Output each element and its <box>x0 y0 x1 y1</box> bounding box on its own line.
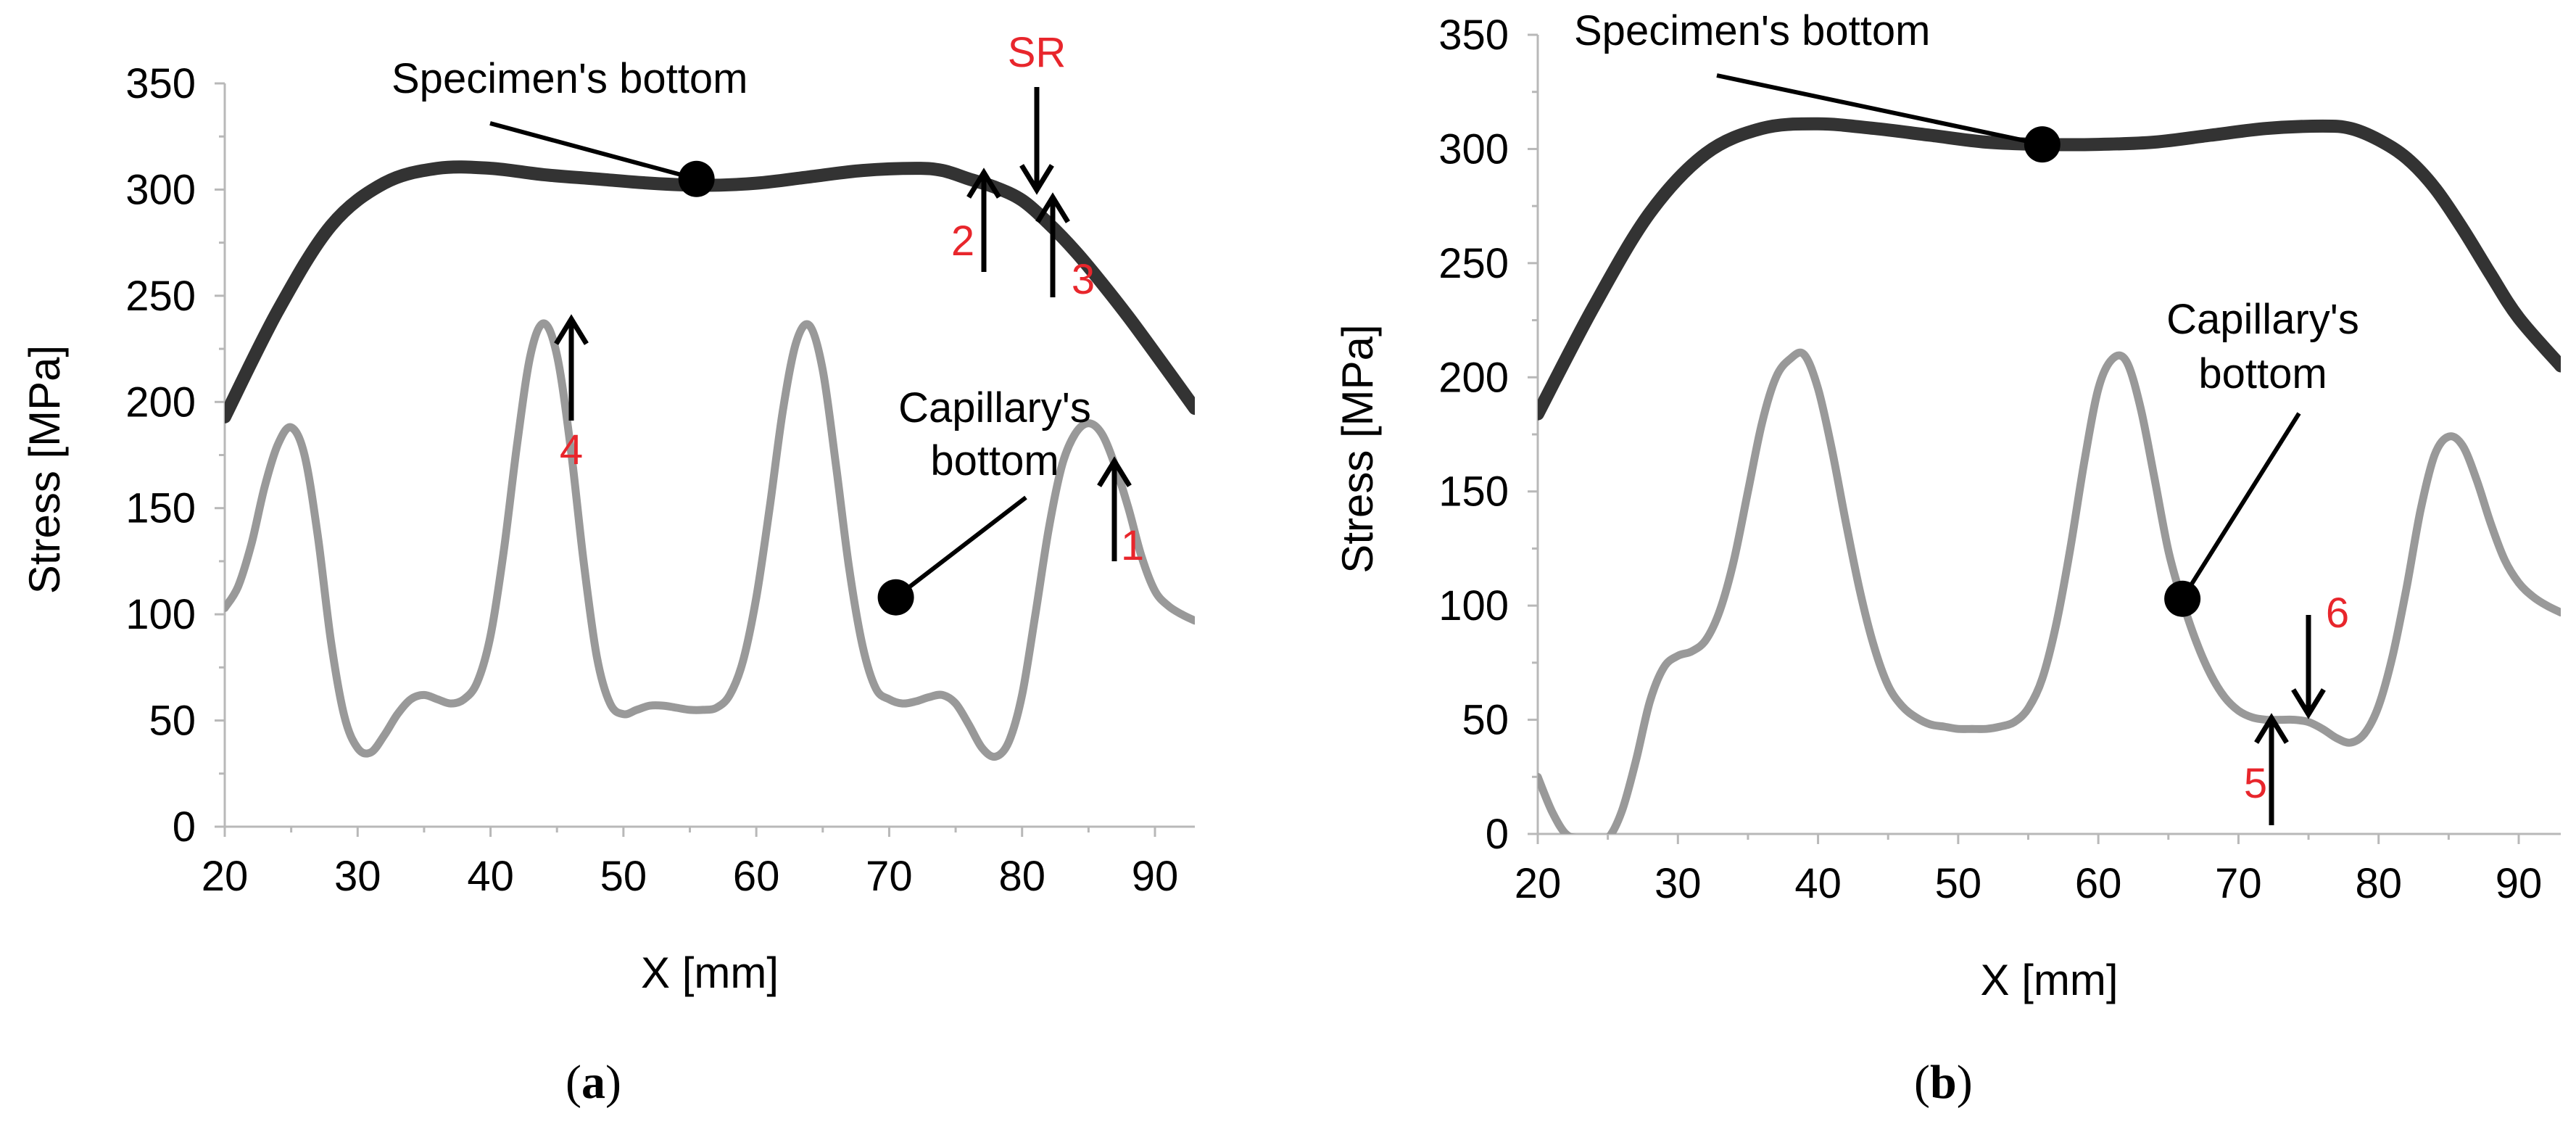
x-tick-label: 90 <box>2496 860 2543 907</box>
x-tick-label: 60 <box>2075 860 2122 907</box>
y-tick-label: 50 <box>1462 697 1509 744</box>
y-tick-label: 200 <box>1438 354 1509 401</box>
x-tick-label: 20 <box>202 853 249 900</box>
series-group <box>225 160 1195 761</box>
y-axis-title: Stress [MPa] <box>20 345 69 594</box>
annotation-arrow-head <box>966 168 1001 199</box>
annotation-label-2: 2 <box>951 218 974 265</box>
annotation-label-4: 4 <box>560 426 583 474</box>
annotation-label: bottom <box>2198 350 2327 397</box>
x-tick-label: 20 <box>1515 860 1562 907</box>
annotation-arrow-head <box>2254 713 2289 744</box>
annotation-dot <box>2164 580 2201 617</box>
chart-panel-b: 0 50 100 150 200 250 300 350 20 30 40 50 60 70 80 90 X [… <box>1288 0 2576 1124</box>
series-line-specimen-bottom <box>225 160 1195 423</box>
annotation-label-3: 3 <box>1072 256 1095 303</box>
y-tick-label: 200 <box>125 379 196 426</box>
x-axis-title: X [mm] <box>641 949 779 997</box>
y-tick-label: 250 <box>1438 240 1509 287</box>
y-tick-label: 0 <box>173 803 196 851</box>
y-axis-title: Stress [MPa] <box>1333 324 1382 573</box>
panel-label-b: (b) <box>1914 1056 1973 1109</box>
panel-label-a: (a) <box>566 1056 621 1109</box>
y-tick-label: 100 <box>125 591 196 638</box>
y-tick-label: 300 <box>1438 125 1509 173</box>
annotation-label-sr: SR <box>1008 29 1067 76</box>
y-tick-label: 300 <box>125 166 196 213</box>
annotation-arrow-head <box>1019 164 1054 195</box>
axes: 0 50 100 150 200 250 300 350 20 30 40 50 60 70 80 90 X [… <box>20 60 1195 997</box>
y-tick-label: 0 <box>1486 811 1509 858</box>
annotations: Specimen's bottom Capillary's bottom SR 1 2 3 4 <box>392 29 1144 616</box>
annotation-arrow-head <box>1035 192 1070 223</box>
chart-b-svg: 0 50 100 150 200 250 300 350 20 30 40 50 60 70 80 90 X [… <box>1333 7 2561 1004</box>
annotation-label-1: 1 <box>1121 522 1144 569</box>
y-tick-label: 350 <box>125 60 196 107</box>
annotation-label: Specimen's bottom <box>1574 7 1930 54</box>
annotation-dot <box>877 579 914 616</box>
series-line-capillary-bottom <box>225 319 1195 761</box>
chart-a-svg: 0 50 100 150 200 250 300 350 20 30 40 50 60 70 80 90 X [… <box>20 29 1195 997</box>
x-tick-label: 60 <box>733 853 780 900</box>
annotation-label: Capillary's <box>898 384 1091 431</box>
annotation-label: Specimen's bottom <box>392 55 747 102</box>
annotation-dot <box>2024 126 2061 163</box>
x-tick-label: 90 <box>1132 853 1179 900</box>
x-tick-label: 50 <box>1935 860 1982 907</box>
x-tick-label: 50 <box>600 853 647 900</box>
x-tick-label: 40 <box>1794 860 1842 907</box>
chart-panel-a: 0 50 100 150 200 250 300 350 20 30 40 50 60 70 80 90 X [… <box>20 29 1195 1109</box>
x-tick-label: 70 <box>2215 860 2262 907</box>
series-group <box>1538 117 2561 834</box>
annotation-dot <box>678 160 715 197</box>
x-tick-label: 40 <box>467 853 514 900</box>
y-tick-label: 50 <box>149 698 196 745</box>
annotations: Specimen's bottom Capillary's bottom 5 6 <box>1574 7 2359 825</box>
annotation-label-6: 6 <box>2326 590 2349 637</box>
annotation-arrow-head <box>1097 456 1132 487</box>
annotation-arrow-head <box>554 314 589 345</box>
annotation-label: Capillary's <box>2166 296 2359 343</box>
series-line-capillary-bottom <box>1538 348 2561 834</box>
y-tick-label: 250 <box>125 273 196 320</box>
x-tick-label: 70 <box>866 853 913 900</box>
annotation-label: bottom <box>930 437 1059 484</box>
series-line-specimen-bottom <box>1538 117 2561 421</box>
x-tick-label: 30 <box>334 853 381 900</box>
y-tick-label: 100 <box>1438 582 1509 629</box>
x-axis-title: X [mm] <box>1981 956 2119 1004</box>
annotation-label-5: 5 <box>2244 760 2267 807</box>
y-tick-label: 350 <box>1438 12 1509 59</box>
annotation-arrow-head <box>2291 688 2326 719</box>
x-tick-label: 30 <box>1654 860 1702 907</box>
axes: 0 50 100 150 200 250 300 350 20 30 40 50 60 70 80 90 X [… <box>1333 12 2561 1004</box>
annotation-leader-line <box>894 495 1027 600</box>
x-tick-label: 80 <box>998 853 1045 900</box>
annotation-leader-line <box>489 121 697 181</box>
x-tick-label: 80 <box>2355 860 2402 907</box>
y-tick-label: 150 <box>1438 468 1509 516</box>
y-tick-label: 150 <box>125 485 196 532</box>
annotation-leader-line <box>1716 73 2043 147</box>
annotation-leader-line <box>2180 412 2301 600</box>
